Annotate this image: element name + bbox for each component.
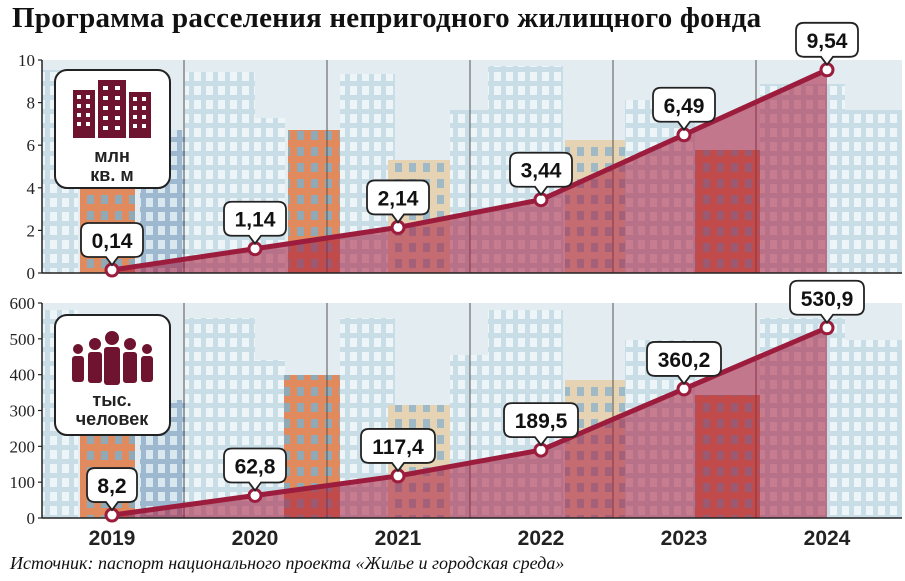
data-label-callout: 62,8 (223, 447, 287, 492)
buildings-icon (73, 80, 151, 138)
data-label-callout: 117,4 (360, 428, 436, 473)
chart-title: Программа расселения непригодного жилищн… (12, 2, 762, 34)
y-tick-label: 10 (18, 51, 35, 70)
unit-label-line1: тыс. (92, 390, 131, 410)
data-label-box (86, 467, 138, 512)
data-label-callout: 0,14 (80, 222, 144, 267)
y-tick-label: 400 (10, 366, 36, 385)
data-label-callout: 530,9 (789, 279, 865, 325)
unit-label-line1: млн (94, 146, 130, 166)
x-tick-label: 2023 (661, 527, 708, 550)
data-label-callout: 9,54 (795, 21, 859, 67)
unit-label-line2: кв. м (90, 165, 133, 185)
series-area (112, 69, 827, 273)
series-line (111, 325, 828, 518)
data-label-callout: 1,14 (223, 200, 287, 246)
data-label-box (503, 402, 579, 447)
data-label: 6,49 (664, 95, 705, 118)
y-tick-label: 6 (27, 136, 36, 155)
data-label-box (795, 21, 859, 67)
data-label-callout: 8,2 (86, 467, 138, 512)
y-tick-label: 0 (27, 509, 36, 528)
unit-label-line2: человек (76, 409, 149, 429)
people-icon (72, 331, 153, 385)
data-label-callout: 3,44 (509, 151, 573, 197)
unit-badge-area: млн кв. м (54, 69, 171, 189)
y-tick-label: 4 (27, 179, 36, 198)
data-label: 1,14 (235, 209, 276, 232)
data-label: 360,2 (658, 349, 711, 372)
panel-2: 0 100 200 300 400 500 600 8,2 62,8 117,4 189,5 360,… (10, 279, 902, 550)
panel-1: 0 2 4 6 8 10 0,14 1,14 2,14 3,44 6,49 9,54 (18, 21, 902, 283)
data-label-callout: 360,2 (646, 341, 722, 386)
y-tick-label: 600 (10, 294, 36, 313)
data-label-box (789, 279, 865, 325)
data-label-box (360, 428, 436, 473)
data-label: 2,14 (378, 187, 419, 210)
data-label-box (223, 200, 287, 246)
y-tick-label: 2 (27, 221, 36, 240)
x-tick-label: 2022 (518, 527, 565, 550)
data-label-box (223, 447, 287, 492)
data-label-callout: 2,14 (366, 179, 430, 224)
x-tick-label: 2021 (375, 527, 422, 550)
y-tick-label: 300 (10, 402, 36, 421)
y-tick-label: 100 (10, 473, 36, 492)
data-label: 117,4 (372, 436, 424, 459)
data-label: 0,14 (92, 230, 133, 253)
x-tick-label: 2019 (89, 527, 136, 550)
data-label: 189,5 (515, 410, 568, 433)
series-area (112, 327, 827, 518)
series-line (111, 67, 829, 273)
x-tick-label: 2024 (804, 527, 851, 550)
data-label-box (652, 86, 716, 132)
source-note: Источник: паспорт национального проекта … (10, 553, 565, 573)
y-tick-label: 200 (10, 437, 36, 456)
data-label: 9,54 (807, 30, 848, 53)
data-label: 3,44 (521, 160, 562, 183)
data-label: 530,9 (801, 288, 854, 311)
y-tick-label: 8 (27, 94, 36, 113)
data-label-callout: 189,5 (503, 402, 579, 447)
unit-badge-people: тыс. человек (54, 314, 171, 436)
x-tick-label: 2020 (232, 527, 279, 550)
data-label: 8,2 (97, 475, 126, 498)
data-label-box (366, 179, 430, 224)
data-label-box (646, 341, 722, 386)
data-label-callout: 6,49 (652, 86, 716, 132)
data-label-box (80, 222, 144, 267)
data-label-box (509, 151, 573, 197)
y-tick-label: 500 (10, 330, 36, 349)
data-label: 62,8 (235, 455, 276, 478)
y-tick-label: 0 (27, 264, 36, 283)
